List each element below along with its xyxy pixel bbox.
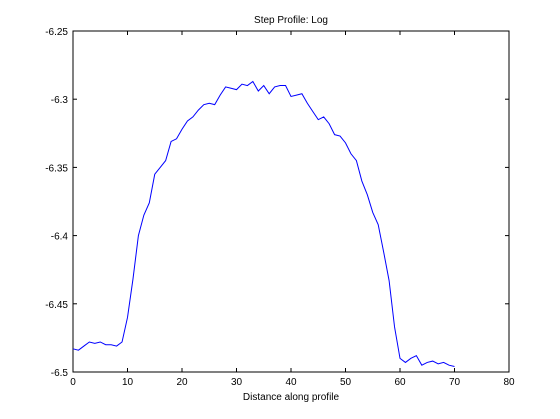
x-tick-label: 30 — [231, 377, 243, 388]
y-tick-label: -6.35 — [45, 163, 68, 174]
x-tick-label: 70 — [449, 377, 461, 388]
x-tick-label: 0 — [70, 377, 76, 388]
x-tick-label: 50 — [340, 377, 352, 388]
tick-marks — [72, 30, 510, 373]
series-line — [72, 80, 455, 368]
x-tick-labels: 0 10 20 30 40 50 60 70 80 — [70, 377, 515, 388]
plot-area — [72, 80, 455, 368]
y-tick-label: -6.3 — [51, 95, 69, 106]
x-tick-label: 20 — [176, 377, 188, 388]
axes-frame — [72, 30, 510, 373]
x-tick-label: 60 — [394, 377, 406, 388]
y-tick-label: -6.25 — [45, 27, 68, 38]
x-axis-label: Distance along profile — [243, 392, 340, 403]
chart-title: Step Profile: Log — [254, 15, 328, 26]
y-tick-label: -6.45 — [45, 300, 68, 311]
x-tick-label: 80 — [503, 377, 515, 388]
x-tick-label: 10 — [122, 377, 134, 388]
y-tick-label: -6.4 — [51, 232, 69, 243]
x-tick-label: 40 — [285, 377, 297, 388]
y-tick-labels: -6.25 -6.3 -6.35 -6.4 -6.45 -6.5 — [45, 27, 68, 379]
y-tick-label: -6.5 — [51, 368, 69, 379]
